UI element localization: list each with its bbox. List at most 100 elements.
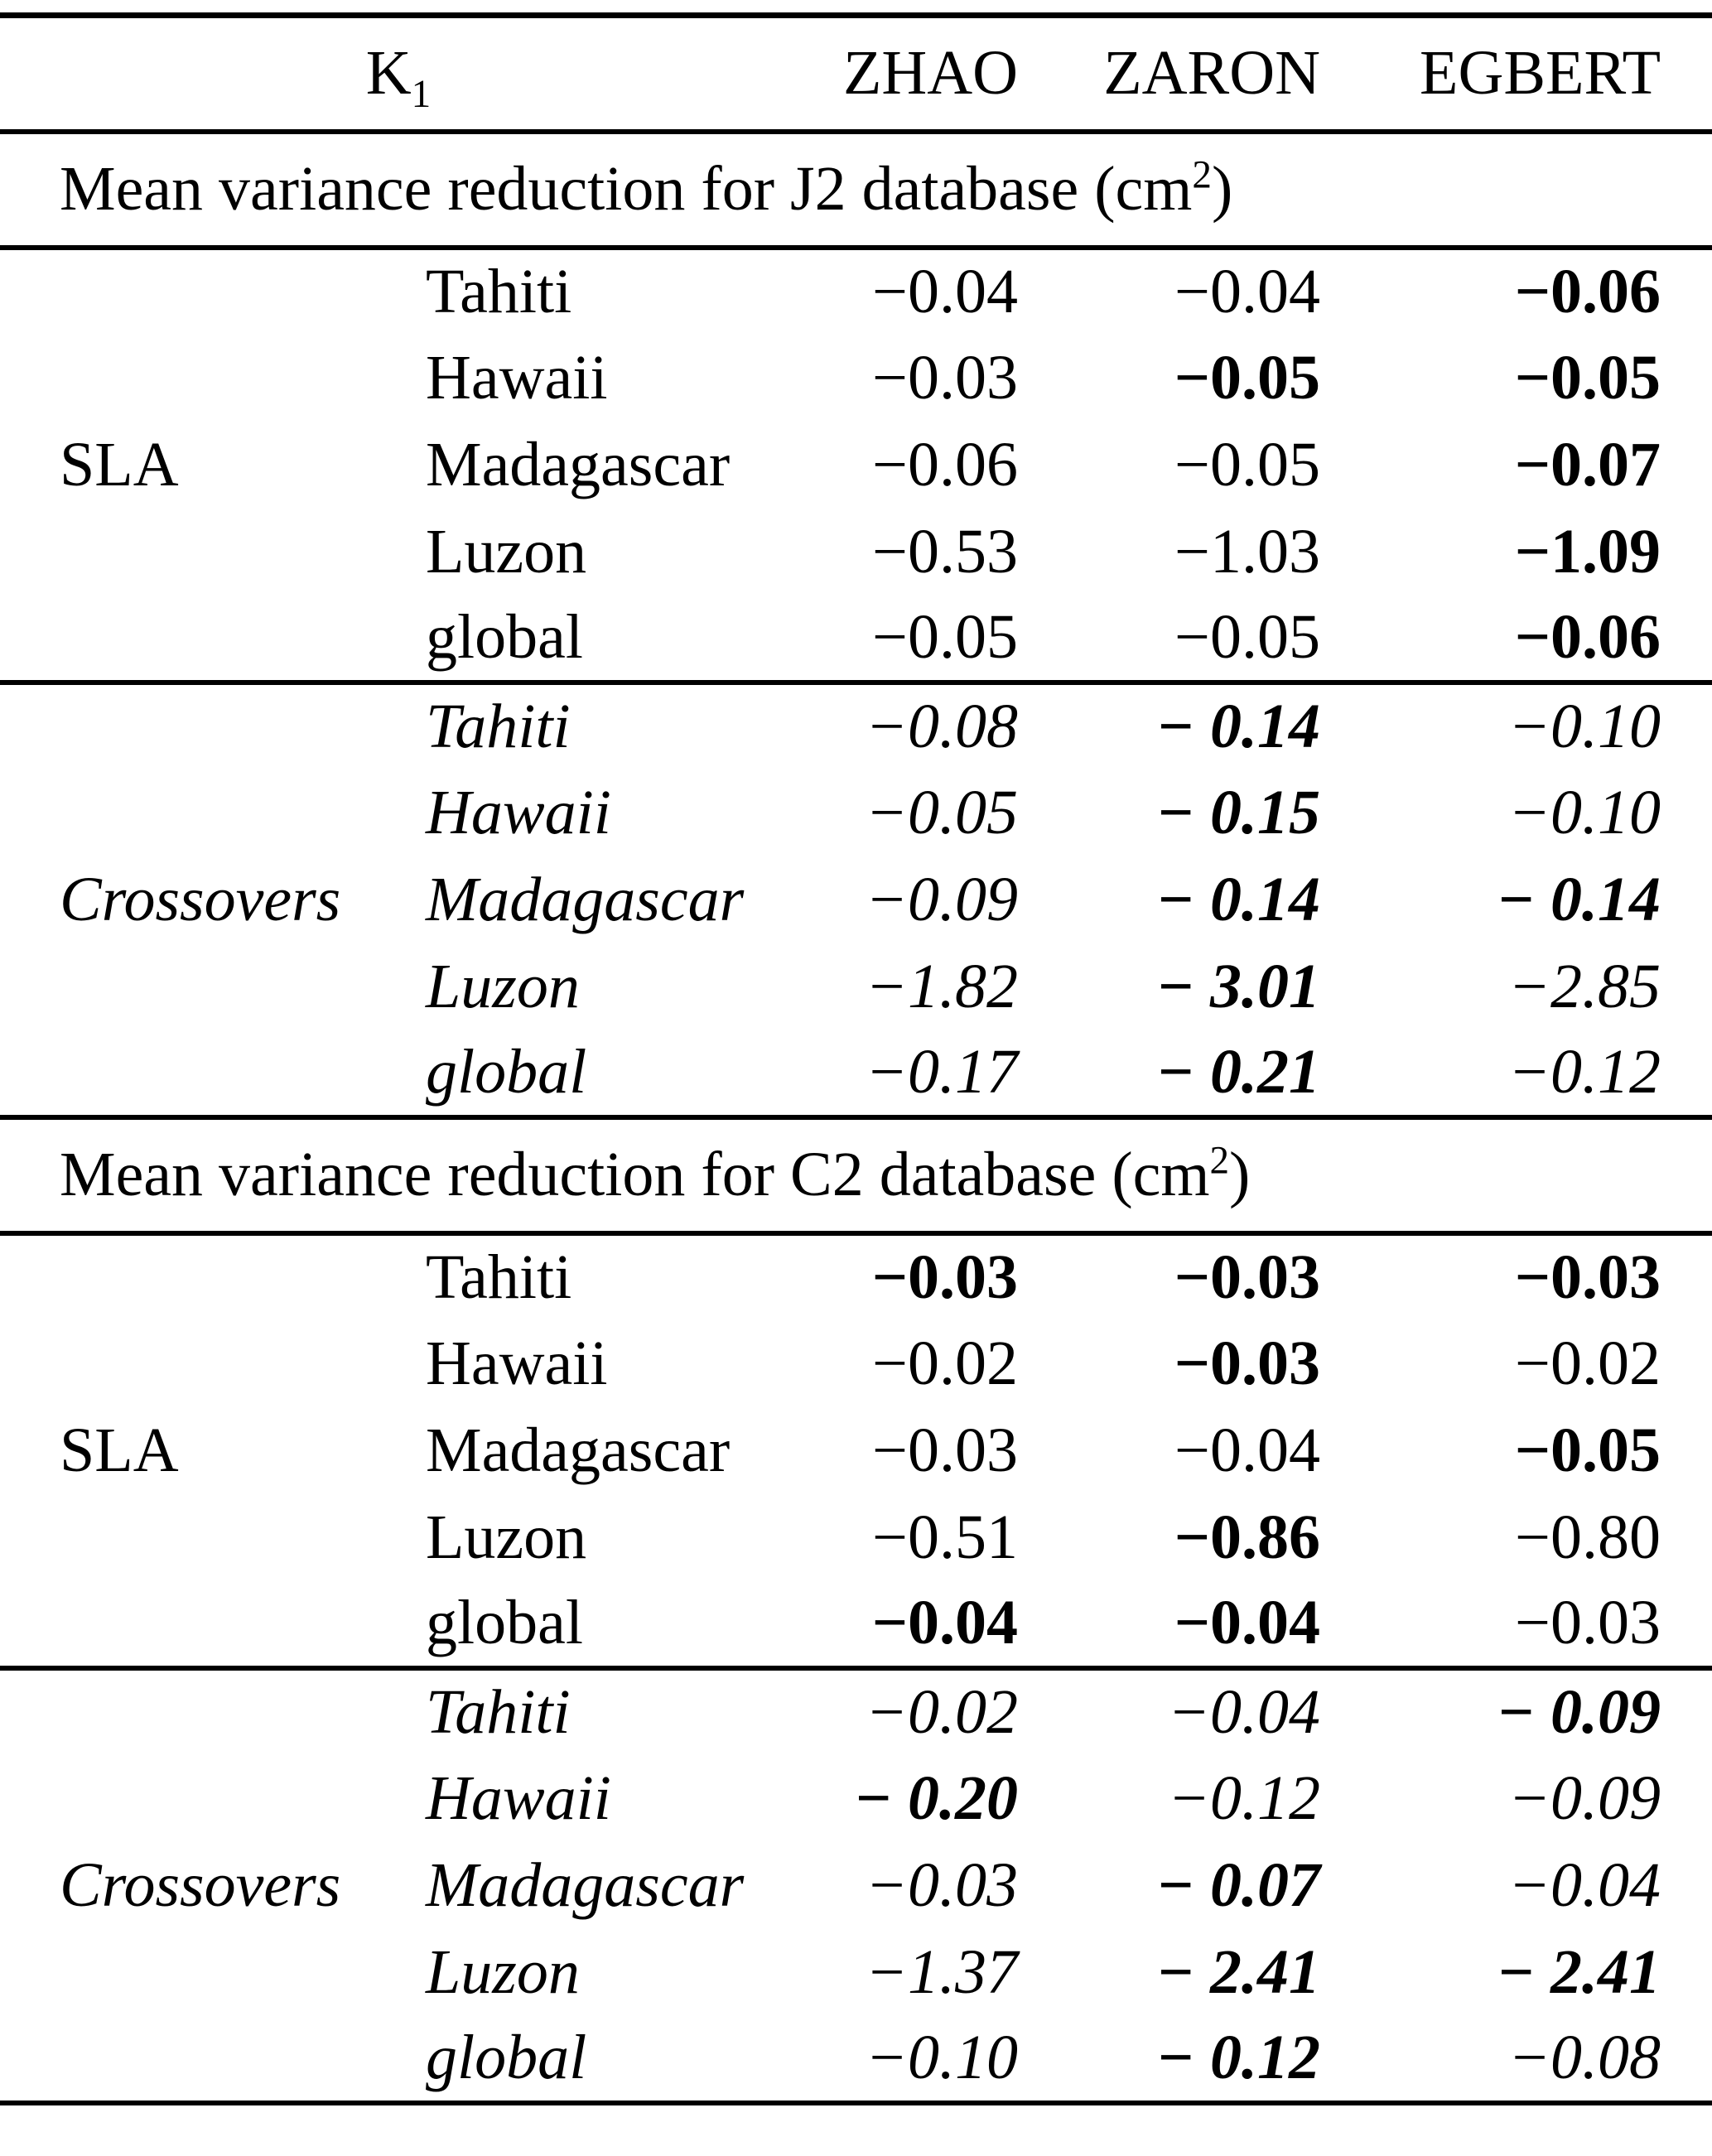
value-cell: − 0.14 <box>1155 864 1321 934</box>
row-group-label-sla: SLA <box>60 429 179 499</box>
table-row: Luzon −0.51 −0.86 −0.80 <box>0 1494 1712 1581</box>
value-cell: −1.37 <box>865 1937 1019 2007</box>
table-row: Luzon −1.37 − 2.41 − 2.41 <box>0 1929 1712 2016</box>
table-row: Luzon −0.53 −1.03 −1.09 <box>0 509 1712 596</box>
value-cell: −0.05 <box>865 777 1019 847</box>
section-title-band-c2: Mean variance reduction for C2 database … <box>0 1117 1712 1233</box>
region-label: Madagascar <box>426 1415 731 1485</box>
value-cell: −0.09 <box>1507 1763 1661 1833</box>
region-label: Tahiti <box>426 1242 572 1312</box>
region-label: global <box>426 2023 587 2092</box>
table-row: global −0.04 −0.04 −0.03 <box>0 1581 1712 1668</box>
section-title-close: ) <box>1211 154 1233 224</box>
value-cell: −0.86 <box>1174 1502 1321 1572</box>
region-label: global <box>426 602 583 672</box>
value-cell: −0.06 <box>872 429 1019 499</box>
value-cell: −0.03 <box>1515 1588 1661 1657</box>
section-title-row: Mean variance reduction for J2 database … <box>0 132 1712 248</box>
table-row: Crossovers Tahiti −0.08 − 0.14 −0.10 <box>0 682 1712 934</box>
value-cell: − 0.09 <box>1496 1677 1661 1747</box>
value-cell: −0.04 <box>1174 1415 1321 1485</box>
table-row: global −0.10 − 0.12 −0.08 <box>0 2016 1712 2103</box>
table-row: global −0.05 −0.05 −0.06 <box>0 596 1712 682</box>
k1-subscript: 1 <box>411 73 432 117</box>
region-label: Hawaii <box>426 342 608 412</box>
value-cell: −0.04 <box>1167 1677 1321 1747</box>
region-label: Tahiti <box>426 1677 571 1747</box>
k1-symbol: K <box>365 38 412 109</box>
value-cell: − 2.41 <box>1496 1937 1661 2007</box>
table-row: global −0.17 − 0.21 −0.12 <box>0 1030 1712 1117</box>
value-cell: − 0.12 <box>1155 2023 1321 2092</box>
value-cell: −0.02 <box>1515 1328 1661 1398</box>
region-label: Luzon <box>426 1937 580 2007</box>
value-cell: −0.04 <box>1174 257 1321 326</box>
value-cell: −1.09 <box>1514 516 1661 586</box>
table-row: Hawaii −0.02 −0.03 −0.02 <box>0 1320 1712 1407</box>
table-header: K1 ZHAO ZARON EGBERT <box>0 15 1712 132</box>
value-cell: −0.12 <box>1167 1763 1321 1833</box>
value-cell: −0.06 <box>1514 257 1661 326</box>
value-cell: − 0.14 <box>1496 864 1661 934</box>
value-cell: −0.05 <box>872 602 1019 672</box>
value-cell: −0.06 <box>1514 602 1661 672</box>
table-row: Hawaii −0.05 − 0.15 −0.10 <box>0 769 1712 856</box>
value-cell: −0.17 <box>865 1037 1019 1107</box>
region-label: global <box>426 1037 587 1107</box>
region-label: Madagascar <box>426 1850 745 1920</box>
section-title-close: ) <box>1229 1140 1251 1209</box>
value-cell: −0.05 <box>1514 1415 1661 1485</box>
region-label: Luzon <box>426 516 587 586</box>
value-cell: −0.04 <box>872 257 1019 326</box>
value-cell: −0.05 <box>1174 429 1321 499</box>
table-row: Hawaii − 0.20 −0.12 −0.09 <box>0 1755 1712 1842</box>
region-label: Hawaii <box>426 777 611 847</box>
value-cell: −0.04 <box>1507 1850 1661 1920</box>
region-label: Luzon <box>426 951 580 1021</box>
value-cell: −0.51 <box>872 1502 1019 1572</box>
region-label: Luzon <box>426 1502 587 1572</box>
block-c2-sla: SLA Tahiti −0.03 −0.03 −0.03 Hawaii −0.0… <box>0 1233 1712 1668</box>
value-cell: −0.12 <box>1507 1037 1661 1107</box>
column-header-egbert: EGBERT <box>1420 38 1661 109</box>
table-row: Hawaii −0.03 −0.05 −0.05 <box>0 335 1712 422</box>
section-title-c2: Mean variance reduction for C2 database … <box>0 1117 1712 1233</box>
value-cell: −0.05 <box>1174 602 1321 672</box>
value-cell: −1.03 <box>1174 516 1321 586</box>
value-cell: −0.10 <box>1507 692 1661 761</box>
header-row: K1 ZHAO ZARON EGBERT <box>0 16 1712 132</box>
column-header-zaron: ZARON <box>1103 38 1321 109</box>
value-cell: −1.82 <box>865 951 1019 1021</box>
table-row: Luzon −1.82 − 3.01 −2.85 <box>0 943 1712 1030</box>
section-title-text: Mean variance reduction for J2 database … <box>60 154 1193 224</box>
superscript-2: 2 <box>1192 153 1212 197</box>
value-cell: −2.85 <box>1507 951 1661 1021</box>
table-row: SLA Tahiti −0.04 −0.04 −0.06 <box>0 248 1712 499</box>
value-cell: −0.03 <box>871 1242 1019 1312</box>
table-row: SLA Tahiti −0.03 −0.03 −0.03 <box>0 1233 1712 1485</box>
superscript-2: 2 <box>1209 1139 1230 1183</box>
value-cell: −0.03 <box>1514 1242 1661 1312</box>
region-label: Hawaii <box>426 1328 608 1398</box>
value-cell: − 0.20 <box>853 1763 1019 1833</box>
region-label: global <box>426 1588 583 1657</box>
row-group-label-crossovers: Crossovers <box>60 1850 341 1920</box>
value-cell: −0.09 <box>865 864 1019 934</box>
block-j2-sla: SLA Tahiti −0.04 −0.04 −0.06 Hawaii −0.0… <box>0 248 1712 682</box>
value-cell: −0.80 <box>1515 1502 1661 1572</box>
region-label: Tahiti <box>426 692 571 761</box>
table-row: Madagascar −0.09 − 0.14 − 0.14 <box>0 856 1712 943</box>
value-cell: −0.08 <box>1507 2023 1661 2092</box>
value-cell: −0.02 <box>872 1328 1019 1398</box>
column-header-zhao: ZHAO <box>842 38 1019 109</box>
value-cell: − 0.07 <box>1155 1850 1321 1920</box>
variance-reduction-table: K1 ZHAO ZARON EGBERT Mean variance reduc… <box>0 12 1712 2105</box>
value-cell: −0.04 <box>1174 1588 1321 1657</box>
value-cell: −0.05 <box>1174 342 1321 412</box>
value-cell: −0.03 <box>865 1850 1019 1920</box>
section-title-j2: Mean variance reduction for J2 database … <box>0 132 1712 248</box>
column-header-k1: K1 <box>0 16 797 132</box>
table-row: Madagascar −0.03 − 0.07 −0.04 <box>0 1842 1712 1929</box>
block-c2-crossovers: Crossovers Tahiti −0.02 −0.04 − 0.09 Haw… <box>0 1668 1712 2103</box>
